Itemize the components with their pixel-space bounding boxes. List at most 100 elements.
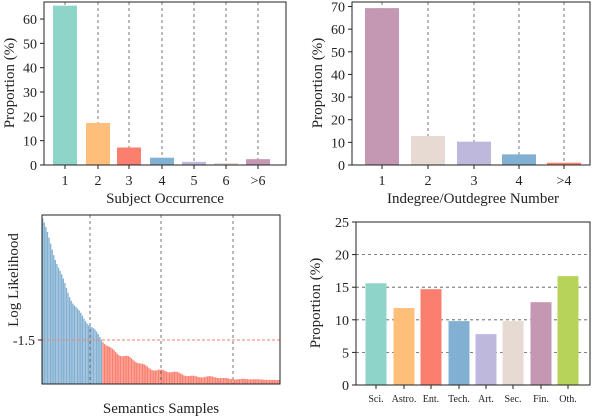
bar [195, 376, 198, 384]
bar [232, 379, 234, 384]
bar [253, 379, 255, 384]
bar [88, 325, 90, 384]
x-tick-labels: 1 2 3 4 >4 [379, 165, 571, 189]
y-tick-label: 20 [331, 114, 345, 129]
plot-frame [355, 221, 591, 386]
bar [78, 310, 80, 384]
x-tick-label: 2 [95, 174, 102, 189]
x-tick-label: 6 [223, 174, 230, 189]
x-tick-labels: 1 2 3 4 5 6 >6 [62, 165, 265, 189]
y-tick-label: 10 [331, 136, 345, 151]
bar [205, 376, 207, 384]
bar [246, 159, 270, 165]
bar [237, 379, 239, 384]
bar [159, 369, 161, 384]
x-tick-label: 2 [425, 174, 432, 189]
bar [221, 378, 223, 384]
bar [146, 366, 149, 384]
bar [132, 359, 134, 384]
bar [272, 379, 274, 384]
bar [210, 376, 212, 384]
y-tick-label: 20 [23, 110, 37, 125]
y-tick-label: 50 [23, 37, 37, 52]
bar [153, 370, 155, 384]
y-axis-label: Proportion (%) [310, 38, 326, 128]
bar [113, 350, 115, 384]
bar [149, 369, 152, 384]
bar [141, 363, 144, 384]
bar [86, 323, 88, 384]
bar [126, 355, 128, 384]
bar [127, 356, 130, 384]
x-tick-label: 1 [379, 174, 386, 189]
bar [189, 375, 191, 384]
bar [275, 379, 277, 384]
bar [151, 370, 153, 384]
bar [164, 370, 166, 384]
y-tick-label: 0 [342, 379, 349, 394]
plot-frame [351, 1, 591, 166]
bar [138, 363, 141, 384]
bar [224, 377, 226, 384]
y-tick-labels: -1.5 [13, 334, 42, 349]
bars [42, 218, 280, 384]
bar [157, 369, 160, 384]
y-tick-label: 0 [338, 159, 345, 174]
bar [65, 287, 68, 384]
x-tick-label: Oth. [559, 394, 577, 405]
bar [56, 264, 58, 384]
bar [102, 342, 104, 384]
bar [276, 379, 279, 384]
bar [187, 376, 190, 384]
bar [256, 379, 258, 384]
bar [92, 328, 95, 384]
bar [218, 378, 220, 384]
y-tick-label: 30 [23, 86, 37, 101]
bar [172, 371, 174, 384]
bar [203, 377, 206, 384]
bar [162, 370, 164, 384]
y-tick-label: 50 [331, 46, 345, 61]
bar [251, 379, 253, 384]
x-axis-label: Indegree/Outdegree Number [387, 191, 559, 207]
bar [202, 377, 204, 384]
bar [229, 378, 231, 384]
bar [156, 370, 158, 384]
bar [54, 260, 57, 384]
bar [83, 318, 85, 384]
bar [103, 344, 106, 384]
y-tick-label: 40 [331, 68, 345, 83]
grid-lines [381, 2, 565, 165]
chart-domain-proportion: 0 5 10 15 20 25 Sci. Astro. Ent. Tech. Art. Sec. Fi… [308, 216, 591, 405]
bar [241, 378, 244, 384]
chart-indegree-outdegree: 0 10 20 30 40 50 60 70 1 2 3 4 >4 Indegree/Outdegre… [310, 1, 591, 207]
bar [235, 379, 237, 384]
y-tick-label: 20 [335, 249, 349, 264]
bar [227, 378, 229, 384]
x-axis-label: Semantics Samples [103, 401, 219, 417]
bar [233, 379, 236, 384]
bar [145, 365, 147, 384]
bar [150, 157, 174, 165]
y-tick-label: 30 [331, 91, 345, 106]
bar [267, 379, 269, 384]
bar [257, 379, 260, 384]
bar [207, 376, 209, 384]
bar [59, 270, 61, 384]
y-tick-label: -1.5 [13, 334, 35, 349]
bar [365, 8, 399, 165]
bar [45, 226, 47, 384]
x-tick-labels: Sci. Astro. Ent. Tech. Art. Sec. Fin. Oth. [368, 385, 577, 405]
chart-subject-occurrence: 0 10 20 30 40 50 60 1 2 3 4 5 6 >6 Subject Occurrenc… [2, 1, 287, 207]
bar [140, 363, 142, 384]
grid-lines [356, 254, 590, 353]
bar [48, 237, 50, 384]
bar [49, 243, 52, 384]
bar [154, 370, 157, 384]
x-axis-label: Subject Occurrence [106, 191, 224, 207]
bar [200, 377, 203, 384]
x-tick-label: Art. [478, 394, 494, 405]
y-tick-label: 5 [342, 346, 349, 361]
plot-frame [43, 1, 287, 166]
y-tick-label: 10 [335, 314, 349, 329]
